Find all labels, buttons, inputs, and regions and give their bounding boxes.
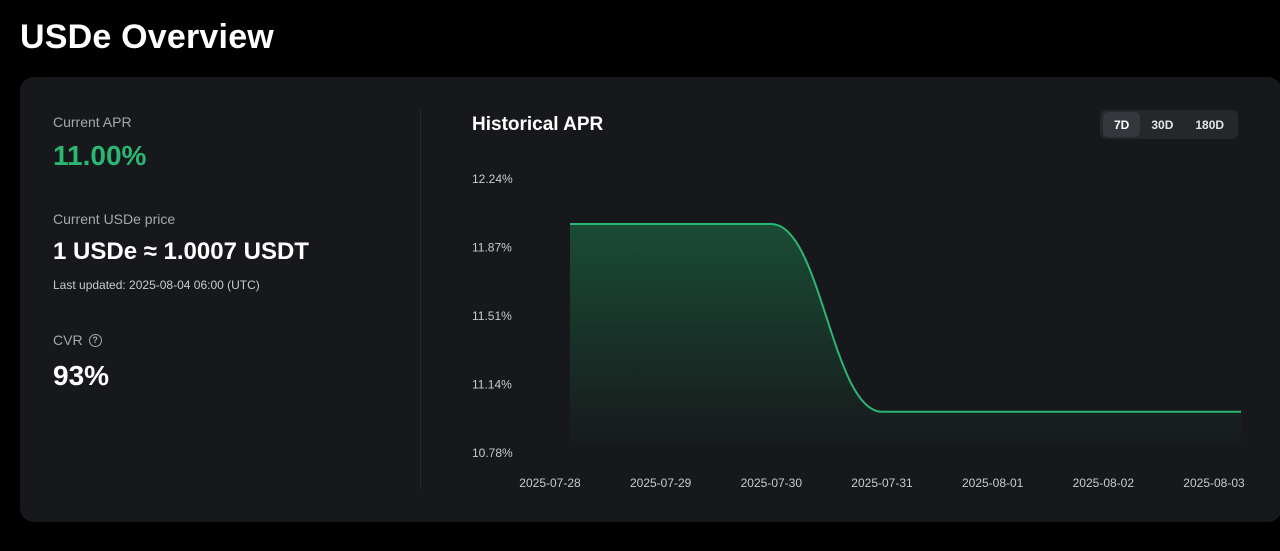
range-selector: 7D 30D 180D: [1100, 110, 1239, 139]
range-button-7d[interactable]: 7D: [1103, 112, 1141, 137]
panel-divider: [420, 109, 421, 489]
y-tick-label: 10.78%: [472, 446, 513, 460]
chart-title: Historical APR: [472, 114, 604, 135]
x-tick-label: 2025-08-03: [1183, 476, 1245, 490]
apr-series-line: [570, 223, 1241, 413]
range-button-30d[interactable]: 30D: [1140, 112, 1184, 137]
y-tick-label: 11.51%: [472, 309, 512, 323]
cvr-label-row: CVR ?: [53, 332, 102, 348]
cvr-value: 93%: [53, 360, 110, 391]
page-title: USDe Overview: [20, 18, 274, 56]
y-tick-label: 12.24%: [472, 172, 513, 186]
x-tick-label: 2025-07-30: [741, 476, 803, 490]
current-apr-value: 11.00%: [53, 140, 147, 171]
x-tick-label: 2025-07-29: [630, 476, 692, 490]
overview-card: Current APR 11.00% Current USDe price 1 …: [20, 77, 1280, 522]
x-tick-label: 2025-08-02: [1073, 476, 1135, 490]
y-tick-label: 11.14%: [472, 378, 512, 392]
y-tick-label: 11.87%: [472, 241, 512, 255]
apr-chart: 12.24% 11.87% 11.51% 11.14% 10.78% 2025-07-2…: [472, 172, 1245, 490]
x-axis: 2025-07-28 2025-07-29 2025-07-30 2025-07-31…: [519, 476, 1245, 490]
last-updated: Last updated: 2025-08-04 06:00 (UTC): [53, 278, 260, 292]
cvr-label: CVR: [53, 332, 83, 348]
x-tick-label: 2025-08-01: [962, 476, 1024, 490]
range-button-180d[interactable]: 180D: [1184, 112, 1235, 137]
apr-area-fill: [570, 224, 1241, 444]
plot-area: [570, 223, 1241, 444]
question-circle-icon[interactable]: ?: [88, 333, 102, 347]
current-apr-label: Current APR: [53, 114, 132, 130]
current-price-value: 1 USDe ≈ 1.0007 USDT: [53, 238, 309, 265]
x-tick-label: 2025-07-28: [519, 476, 581, 490]
current-price-label: Current USDe price: [53, 211, 176, 227]
x-tick-label: 2025-07-31: [851, 476, 913, 490]
y-axis: 12.24% 11.87% 11.51% 11.14% 10.78%: [472, 172, 513, 460]
